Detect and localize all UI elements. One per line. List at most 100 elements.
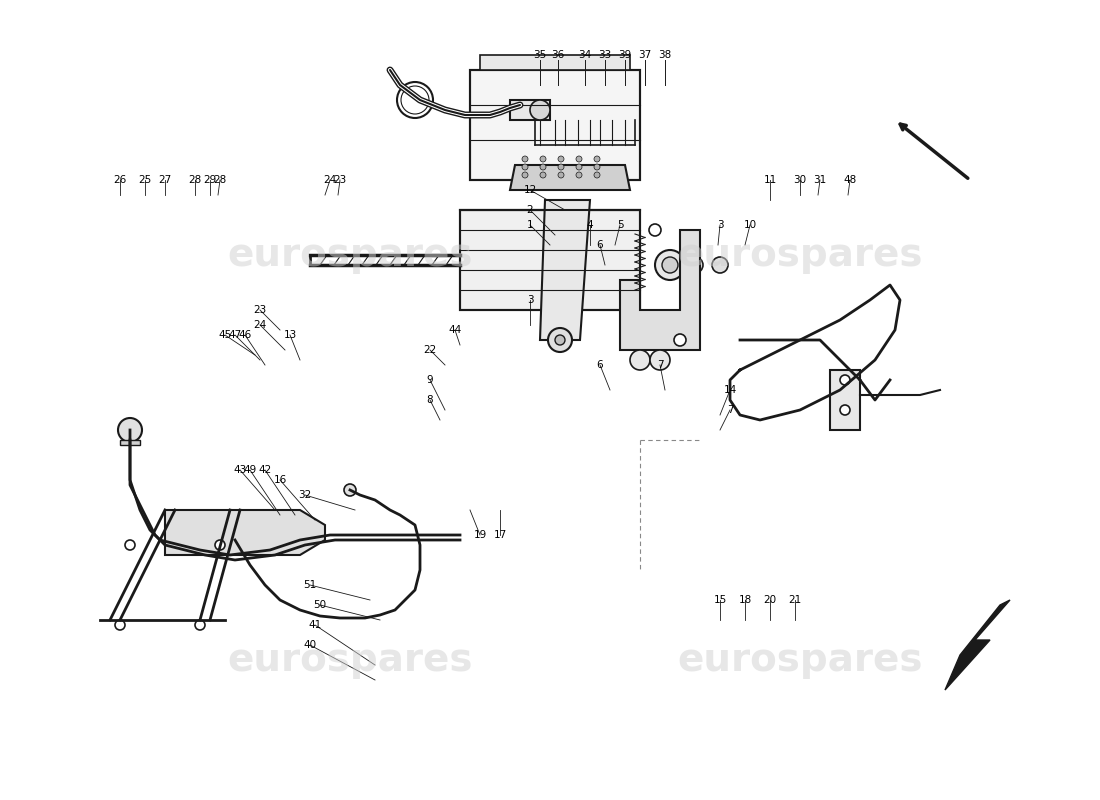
Circle shape [116,620,125,630]
Circle shape [125,540,135,550]
Bar [120,440,140,445]
Text: 16: 16 [274,475,287,485]
Text: 10: 10 [744,220,757,230]
Circle shape [522,164,528,170]
Circle shape [530,100,550,120]
Circle shape [576,156,582,162]
Text: 24: 24 [253,320,266,330]
Text: 26: 26 [113,175,127,185]
Text: 9: 9 [427,375,433,385]
Circle shape [594,156,600,162]
Bar [460,210,640,310]
Text: 34: 34 [579,50,592,60]
Text: 51: 51 [304,580,317,590]
Text: 2: 2 [527,205,534,215]
Text: 46: 46 [239,330,252,340]
Circle shape [548,328,572,352]
Polygon shape [945,600,1010,690]
Text: 8: 8 [427,395,433,405]
Text: 6: 6 [596,240,603,250]
Bar [830,370,860,430]
Circle shape [654,250,685,280]
Text: 39: 39 [618,50,631,60]
Polygon shape [510,165,630,190]
Circle shape [630,350,650,370]
Text: 20: 20 [763,595,777,605]
Text: 23: 23 [253,305,266,315]
Text: 17: 17 [494,530,507,540]
Circle shape [540,164,546,170]
Circle shape [556,335,565,345]
Text: 41: 41 [308,620,321,630]
Circle shape [594,172,600,178]
Circle shape [522,156,528,162]
Text: 29: 29 [204,175,217,185]
Text: 43: 43 [233,465,246,475]
Circle shape [214,540,225,550]
Text: 11: 11 [763,175,777,185]
Text: eurospares: eurospares [228,641,473,679]
Text: 28: 28 [188,175,201,185]
Text: 35: 35 [534,50,547,60]
Circle shape [232,522,248,538]
Text: 33: 33 [598,50,612,60]
Text: 44: 44 [449,325,462,335]
Text: 49: 49 [243,465,256,475]
Bar [460,210,640,310]
Text: 37: 37 [638,50,651,60]
Text: 45: 45 [219,330,232,340]
Circle shape [674,334,686,346]
Text: 7: 7 [657,360,663,370]
Circle shape [688,257,703,273]
Circle shape [594,164,600,170]
Text: eurospares: eurospares [228,236,473,274]
Text: 25: 25 [139,175,152,185]
Polygon shape [165,510,324,555]
Circle shape [344,484,356,496]
Text: 27: 27 [158,175,172,185]
Circle shape [540,172,546,178]
Circle shape [840,405,850,415]
Text: 24: 24 [323,175,337,185]
Circle shape [522,172,528,178]
Text: 3: 3 [717,220,724,230]
Circle shape [712,257,728,273]
Bar [510,100,550,120]
Bar [480,55,630,70]
Text: 6: 6 [596,360,603,370]
Text: 13: 13 [284,330,297,340]
Text: 22: 22 [424,345,437,355]
Text: 15: 15 [714,595,727,605]
Bar [470,70,640,180]
Text: 3: 3 [527,295,534,305]
Circle shape [118,418,142,442]
Text: 47: 47 [229,330,242,340]
Circle shape [558,156,564,162]
Text: 14: 14 [724,385,737,395]
Text: 42: 42 [258,465,272,475]
Text: 5: 5 [617,220,624,230]
Text: 28: 28 [213,175,227,185]
Circle shape [649,224,661,236]
Text: 21: 21 [789,595,802,605]
Bar [470,70,640,180]
Text: 19: 19 [473,530,486,540]
Circle shape [540,156,546,162]
Text: 36: 36 [551,50,564,60]
Circle shape [576,172,582,178]
Text: 48: 48 [844,175,857,185]
Text: 38: 38 [659,50,672,60]
Circle shape [840,375,850,385]
Circle shape [650,350,670,370]
Text: 1: 1 [527,220,534,230]
Circle shape [558,172,564,178]
Text: 12: 12 [524,185,537,195]
Circle shape [576,164,582,170]
Polygon shape [540,200,590,340]
Text: 23: 23 [333,175,346,185]
Text: eurospares: eurospares [678,641,923,679]
Circle shape [558,164,564,170]
Text: 50: 50 [314,600,327,610]
Text: 7: 7 [727,405,734,415]
Polygon shape [620,230,700,350]
